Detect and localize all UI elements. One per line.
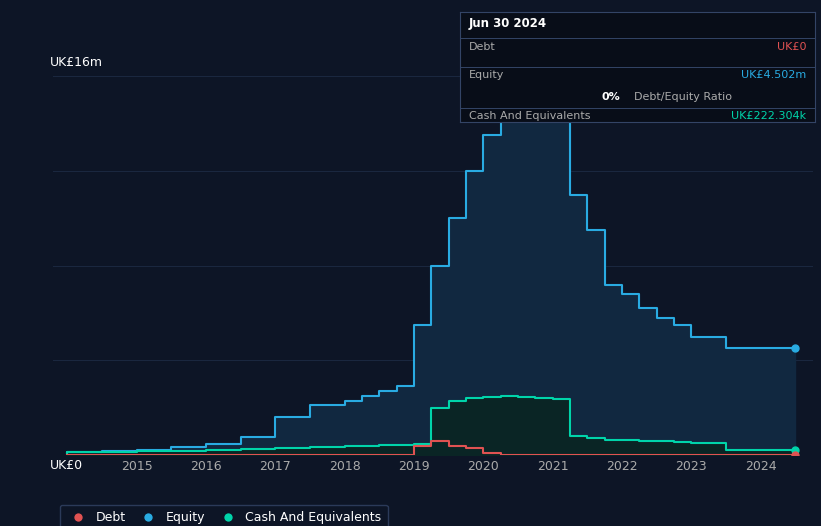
Text: Cash And Equivalents: Cash And Equivalents (469, 111, 590, 121)
Text: Equity: Equity (469, 70, 504, 80)
Text: UK£16m: UK£16m (49, 56, 103, 69)
Text: UK£0: UK£0 (777, 42, 806, 52)
Text: UK£0: UK£0 (49, 459, 83, 472)
Legend: Debt, Equity, Cash And Equivalents: Debt, Equity, Cash And Equivalents (60, 504, 388, 526)
Text: UK£222.304k: UK£222.304k (731, 111, 806, 121)
Text: UK£4.502m: UK£4.502m (741, 70, 806, 80)
Text: Debt: Debt (469, 42, 496, 52)
Text: Debt/Equity Ratio: Debt/Equity Ratio (634, 92, 732, 102)
Text: 0%: 0% (602, 92, 621, 102)
Text: Jun 30 2024: Jun 30 2024 (469, 17, 547, 31)
